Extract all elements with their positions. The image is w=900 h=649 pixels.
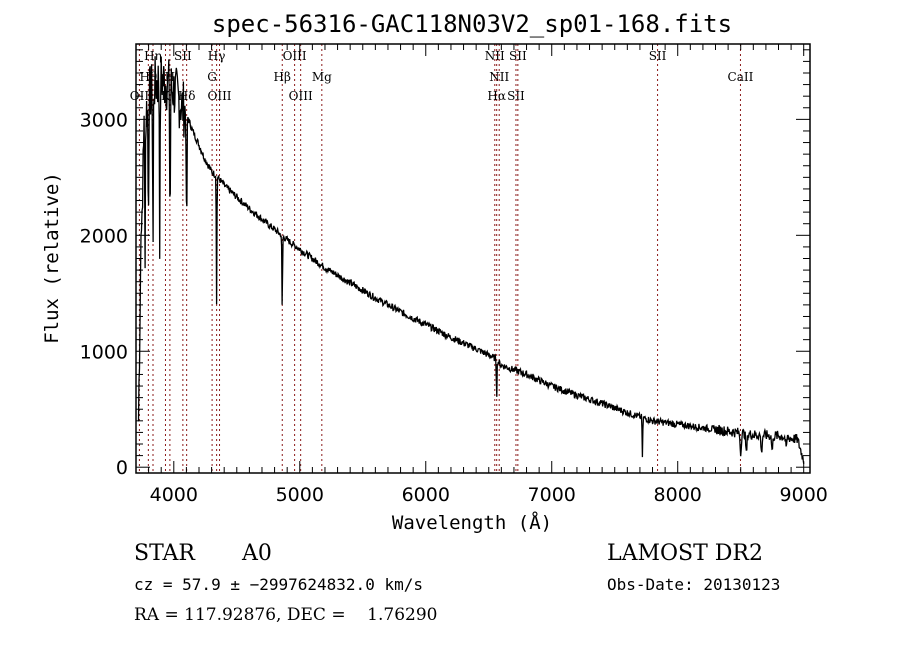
x-tick-label: 4000: [150, 484, 198, 506]
redshift-info: cz = 57.9 ± −2997624832.0 km/s: [134, 575, 423, 594]
marker-label: SII: [649, 49, 667, 63]
x-tick-label: 7000: [528, 484, 576, 506]
object-class: STAR: [134, 541, 196, 566]
x-axis-label: Wavelength (Å): [392, 511, 552, 534]
obs-date: Obs-Date: 20130123: [607, 575, 780, 594]
marker-label: OIII: [283, 49, 307, 63]
marker-label: Hβ: [274, 70, 291, 84]
coords-info: RA = 117.92876, DEC = 1.76290: [134, 605, 437, 625]
marker-label: Hδ: [178, 89, 196, 103]
line-markers: OIIHθHηKHSIIHδHγGOIIIHβOIIIOIIIMgNIINIIH…: [130, 44, 754, 473]
marker-label: SII: [174, 49, 192, 63]
y-axis-label: Flux (relative): [41, 172, 63, 344]
y-tick-label: 3000: [80, 109, 128, 131]
y-tick-label: 1000: [80, 341, 128, 363]
marker-label: NII: [485, 49, 505, 63]
axis-ticks: 4000 5000 6000 7000 8000 9000 0 1000 2000 3000: [80, 44, 828, 506]
marker-label: Hα: [487, 89, 506, 103]
marker-label: OIII: [289, 89, 313, 103]
x-tick-label: 6000: [402, 484, 450, 506]
spectrum-line: [137, 56, 805, 464]
object-subclass: A0: [241, 541, 272, 566]
x-tick-label: 9000: [780, 484, 828, 506]
marker-label: CaII: [728, 70, 754, 84]
marker-label: SII: [507, 89, 525, 103]
marker-label: H: [165, 70, 175, 84]
marker-label: Hη: [144, 49, 162, 63]
marker-label: NII: [489, 70, 509, 84]
y-tick-label: 2000: [80, 225, 128, 247]
chart-title: spec-56316-GAC118N03V2_sp01-168.fits: [212, 10, 732, 38]
plot-frame: [135, 43, 811, 474]
marker-label: Mg: [312, 70, 332, 84]
marker-label: SII: [509, 49, 527, 63]
x-tick-label: 8000: [654, 484, 702, 506]
x-tick-label: 5000: [276, 484, 324, 506]
spectrum-line-group: [137, 56, 805, 464]
y-tick-label: 0: [116, 457, 128, 479]
marker-label: Hγ: [208, 49, 226, 63]
survey-name: LAMOST DR2: [607, 541, 763, 566]
marker-label: OIII: [207, 89, 231, 103]
marker-label: G: [207, 70, 217, 84]
